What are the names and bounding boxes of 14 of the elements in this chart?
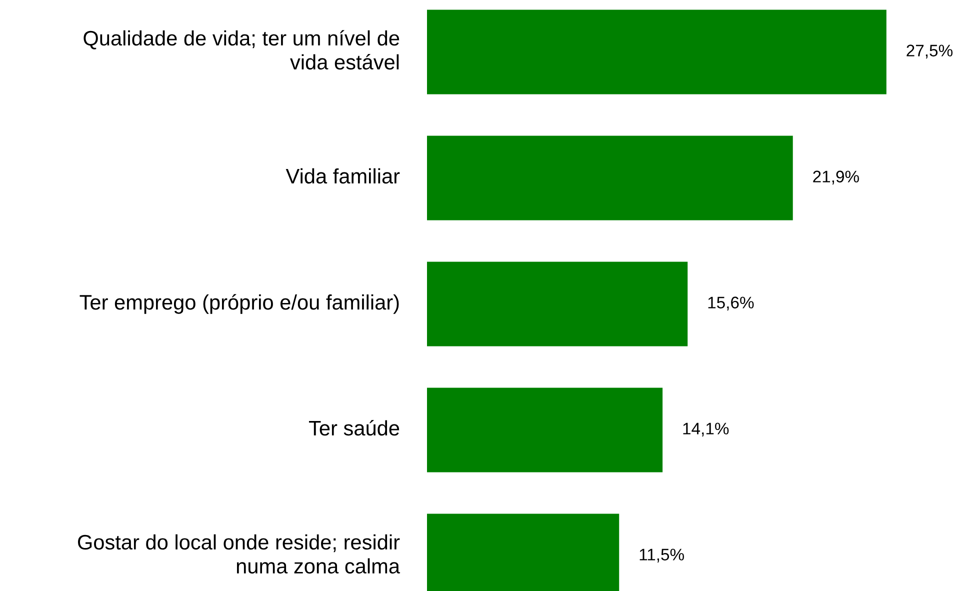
- bar: [427, 262, 688, 346]
- data-label: 27,5%: [906, 44, 953, 58]
- data-label: 14,1%: [683, 422, 729, 436]
- y-tick-label: Vida familiar: [286, 168, 400, 184]
- y-tick-label: Ter emprego (próprio e/ou familiar): [80, 294, 399, 314]
- y-tick-label: Qualidade de vida; ter um nível de vida estável: [84, 30, 400, 70]
- y-tick-label: Ter saúde: [308, 420, 400, 436]
- bar: [427, 136, 793, 220]
- data-label: 15,6%: [708, 296, 754, 310]
- y-tick-label: Gostar do local onde reside; residir numa zona calma: [78, 534, 400, 574]
- bar: [427, 10, 886, 94]
- bar: [427, 388, 663, 472]
- data-label: 21,9%: [813, 170, 859, 184]
- data-label: 11,5%: [640, 548, 684, 562]
